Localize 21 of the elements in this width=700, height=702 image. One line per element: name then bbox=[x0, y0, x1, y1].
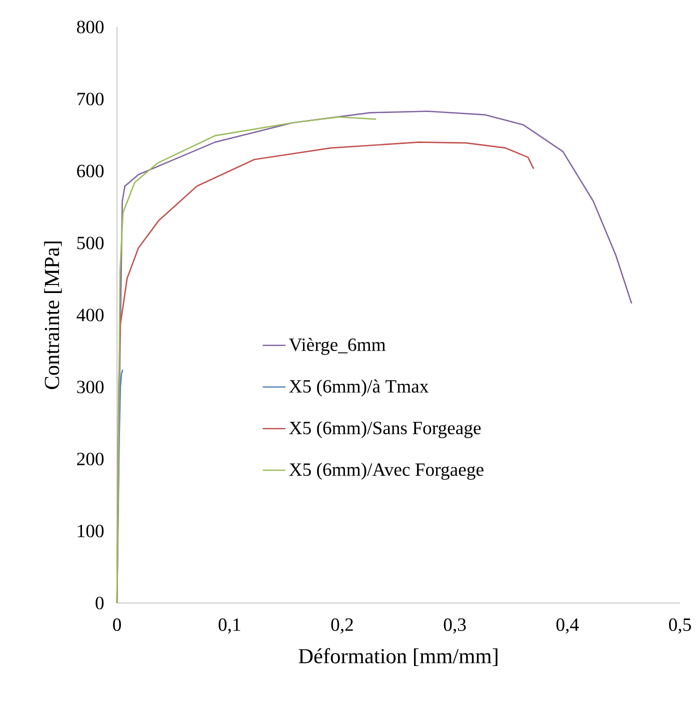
y-axis-title: Contrainte [MPa] bbox=[44, 242, 62, 390]
y-tick-label: 700 bbox=[78, 92, 104, 106]
legend-label: X5 (6mm)/à Tmax bbox=[289, 380, 429, 396]
y-tick-label: 0 bbox=[96, 596, 104, 610]
legend-label: X5 (6mm)/Avec Forgaege bbox=[289, 462, 484, 480]
x-tick-label: 0,5 bbox=[669, 618, 691, 634]
x-tick-label: 0,1 bbox=[218, 618, 240, 634]
y-tick-label: 100 bbox=[78, 524, 104, 538]
y-tick-label: 200 bbox=[77, 452, 104, 466]
x-axis-title: Déformation [mm/mm] bbox=[298, 648, 498, 666]
x-tick-label: 0,4 bbox=[556, 618, 579, 634]
x-tick-label: 0 bbox=[113, 618, 121, 631]
y-tick-label: 500 bbox=[77, 236, 104, 250]
y-tick-label: 300 bbox=[77, 380, 104, 394]
y-tick-label: 800 bbox=[77, 20, 104, 34]
x-tick-label: 0,3 bbox=[444, 618, 466, 634]
legend-label: X5 (6mm)/Sans Forgeage bbox=[289, 421, 481, 438]
y-tick-label: 600 bbox=[77, 164, 104, 178]
y-tick-label: 400 bbox=[76, 308, 104, 322]
legend-label: Vièrge_6mm bbox=[288, 338, 386, 355]
x-tick-label: 0,2 bbox=[331, 618, 353, 634]
